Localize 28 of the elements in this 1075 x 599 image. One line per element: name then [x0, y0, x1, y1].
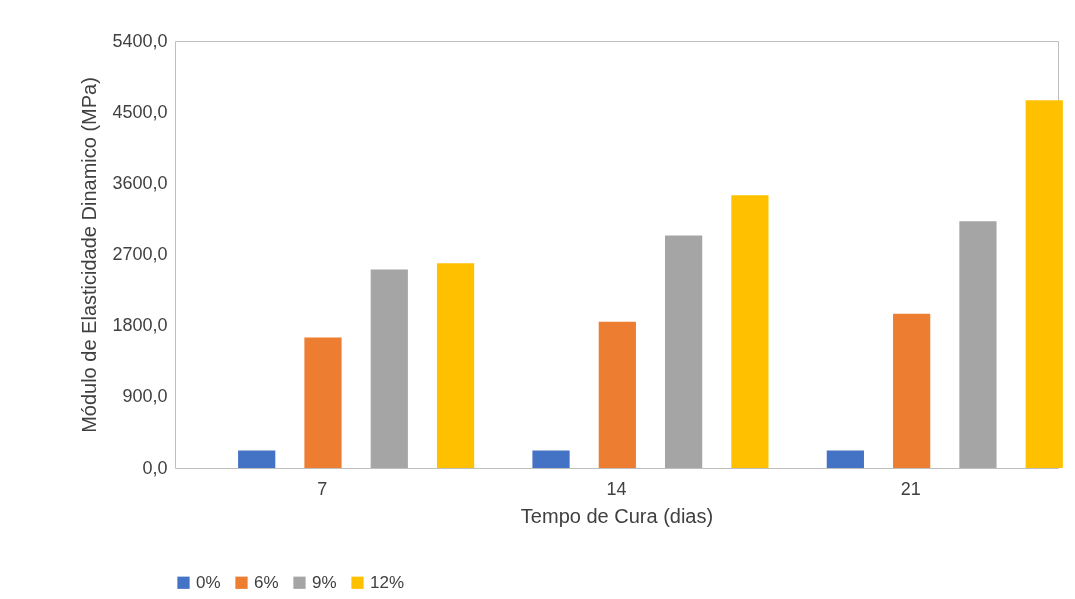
- x-tick-label: 14: [606, 478, 627, 499]
- bar: [1025, 100, 1063, 468]
- x-tick-label: 21: [900, 478, 921, 499]
- bar: [436, 263, 475, 468]
- y-tick-label: 1800,0: [112, 315, 168, 336]
- bar: [370, 269, 408, 468]
- bar: [959, 221, 997, 468]
- legend-label: 12%: [370, 572, 405, 592]
- legend-label: 6%: [254, 572, 279, 592]
- bar: [598, 321, 636, 468]
- bar: [304, 337, 342, 468]
- bar: [665, 235, 703, 468]
- y-tick-label: 4500,0: [112, 101, 168, 122]
- legend-label: 0%: [196, 572, 221, 592]
- bar: [731, 195, 769, 468]
- x-tick-label: 7: [317, 478, 328, 499]
- bar: [532, 450, 570, 468]
- y-axis-title: Módulo de Elasticidade Dinamico (MPa): [78, 77, 101, 433]
- x-axis-title: Tempo de Cura (dias): [520, 504, 714, 527]
- y-tick-label: 2700,0: [112, 244, 168, 264]
- y-tick-label: 900,0: [122, 386, 168, 407]
- legend-label: 9%: [312, 572, 337, 592]
- bar: [826, 450, 864, 468]
- bar: [893, 313, 931, 468]
- y-tick-label: 5400,0: [112, 30, 168, 51]
- y-tick-label: 3600,0: [112, 172, 168, 193]
- bar: [238, 450, 276, 468]
- y-tick-label: 0,0: [142, 457, 168, 478]
